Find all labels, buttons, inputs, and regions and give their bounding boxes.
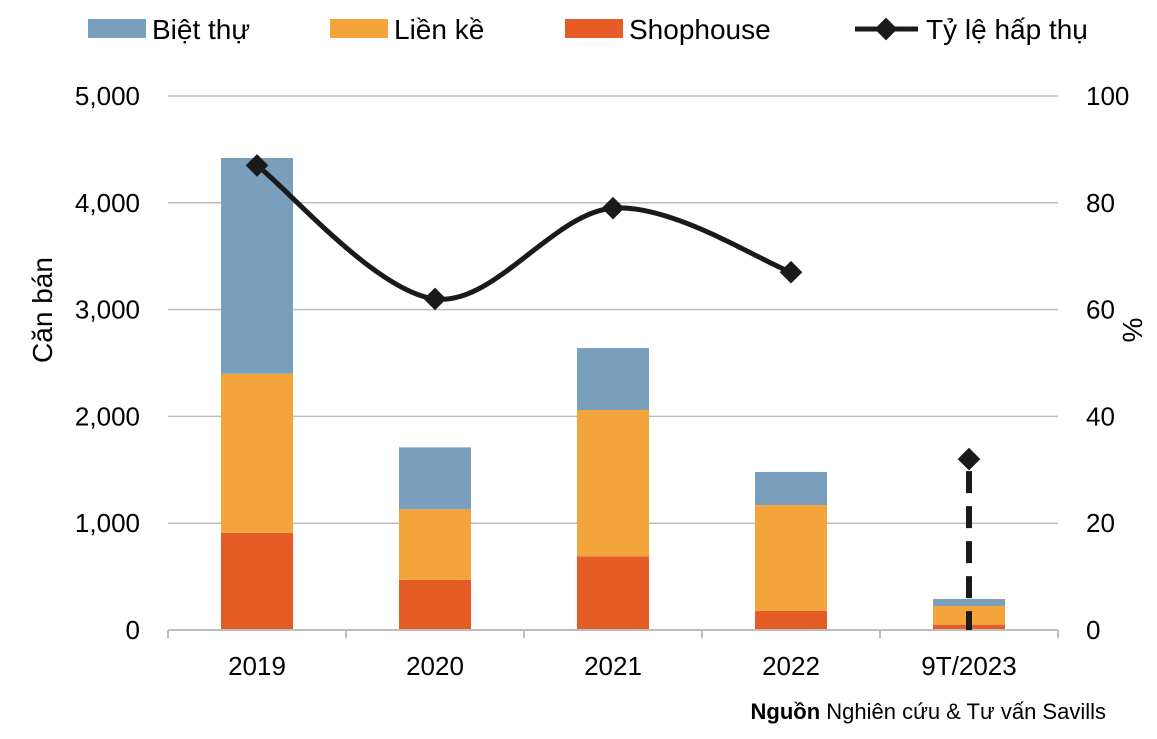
x-tick-label: 2022 <box>762 651 820 681</box>
absorption-point-2020 <box>423 287 447 311</box>
absorption-point-2021 <box>601 196 625 220</box>
y-axis-left-title: Căn bán <box>27 257 58 363</box>
bar-biet-thu-2021 <box>577 348 649 410</box>
legend-swatch <box>330 19 388 38</box>
source-note: Nguồn Nghiên cứu & Tư vấn Savills <box>751 699 1107 724</box>
legend-label: Tỷ lệ hấp thụ <box>926 14 1088 45</box>
source-label: Nguồn <box>751 699 821 724</box>
bar-lien-ke-2020 <box>399 509 471 580</box>
legend-label: Liền kề <box>394 14 484 45</box>
tick-labels: 0 0 1,000 20 2,000 40 3,000 60 4,000 80 5,000 100 20… <box>75 81 1129 681</box>
legend-label: Biệt thự <box>152 14 250 45</box>
bar-shophouse-2022 <box>755 610 827 630</box>
x-axis <box>167 629 1059 638</box>
x-tick-label: 9T/2023 <box>921 651 1016 681</box>
legend-swatch <box>88 19 146 38</box>
bar-biet-thu-9t-2023 <box>933 599 1005 606</box>
legend-swatch <box>565 19 623 38</box>
x-tick-label: 2020 <box>406 651 464 681</box>
bar-biet-thu-2019 <box>221 157 293 374</box>
legend: Biệt thự Liền kề Shophouse Tỷ lệ hấp thụ <box>88 14 1088 45</box>
legend-item-biet-thu: Biệt thự <box>88 14 250 45</box>
absorption-point-9t-2023 <box>957 447 981 471</box>
bars <box>221 157 1005 630</box>
x-tick-label: 2019 <box>228 651 286 681</box>
y-left-tick-label: 4,000 <box>75 188 140 218</box>
bar-shophouse-2021 <box>577 556 649 630</box>
y-right-tick-label: 60 <box>1086 295 1115 325</box>
y-right-tick-label: 20 <box>1086 508 1115 538</box>
bar-biet-thu-2022 <box>755 471 827 506</box>
bar-lien-ke-2022 <box>755 505 827 611</box>
y-left-tick-label: 3,000 <box>75 295 140 325</box>
bar-lien-ke-2021 <box>577 409 649 557</box>
y-left-tick-label: 5,000 <box>75 81 140 111</box>
absorption-rate-line <box>255 163 792 302</box>
y-right-tick-label: 0 <box>1086 615 1100 645</box>
y-left-tick-label: 2,000 <box>75 401 140 431</box>
y-left-tick-label: 1,000 <box>75 508 140 538</box>
absorption-point-2022 <box>779 260 803 284</box>
source-text: Nghiên cứu & Tư vấn Savills <box>820 699 1106 724</box>
bar-lien-ke-2019 <box>221 373 293 533</box>
legend-item-ty-le-hap-thu: Tỷ lệ hấp thụ <box>855 14 1088 45</box>
y-axis-right-title: % <box>1117 318 1148 343</box>
bar-shophouse-2019 <box>221 532 293 630</box>
y-right-tick-label: 80 <box>1086 188 1115 218</box>
legend-item-lien-ke: Liền kề <box>330 14 484 45</box>
y-left-tick-label: 0 <box>126 615 140 645</box>
x-tick-label: 2021 <box>584 651 642 681</box>
y-right-tick-label: 40 <box>1086 401 1115 431</box>
bar-shophouse-2020 <box>399 579 471 630</box>
legend-label: Shophouse <box>629 14 771 45</box>
legend-marker <box>874 17 898 41</box>
y-right-tick-label: 100 <box>1086 81 1129 111</box>
bar-biet-thu-2020 <box>399 447 471 510</box>
legend-item-shophouse: Shophouse <box>565 14 771 45</box>
